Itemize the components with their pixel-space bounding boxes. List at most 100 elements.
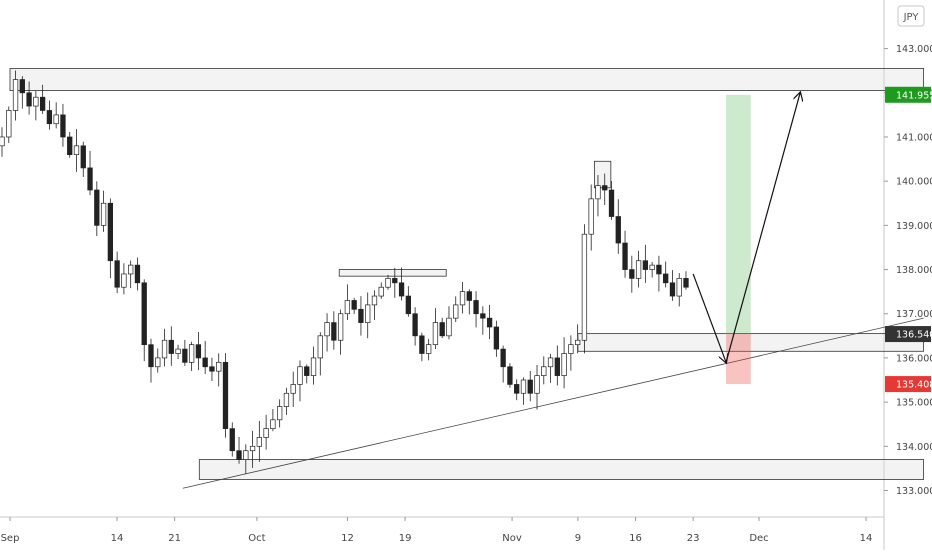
candle-body [527, 379, 533, 394]
candle-body [60, 114, 66, 138]
candle-body [46, 110, 53, 125]
candle-body [412, 313, 418, 337]
currency-label: JPY [903, 12, 920, 23]
price-badge-label: 141.955 [896, 90, 932, 101]
candle-body [500, 348, 506, 368]
candle-body [33, 96, 39, 107]
candle-body [331, 322, 337, 341]
candle-body [202, 357, 208, 368]
price-badge-label: 135.408 [896, 380, 932, 391]
resistance-zone [9, 68, 925, 91]
candle-body [216, 361, 222, 372]
candle-body [635, 260, 642, 279]
candle-body [439, 322, 445, 337]
candle-body [121, 273, 127, 288]
swing-high-marker [593, 160, 612, 189]
candle-body [304, 366, 310, 376]
low-support-zone [198, 459, 925, 480]
candle-body [595, 185, 601, 200]
candle-body [161, 339, 168, 359]
candle-body [39, 96, 46, 111]
candle-body [649, 264, 655, 270]
candle-body [87, 167, 93, 191]
candle-body [324, 322, 330, 337]
candle-body [134, 264, 141, 284]
candle-body [337, 313, 344, 341]
x-tick-label: 14 [111, 533, 124, 544]
candle-body [6, 110, 12, 138]
candle-body [608, 189, 615, 217]
candle-body [602, 185, 608, 191]
candle-body [534, 375, 540, 394]
candle-body [80, 145, 86, 169]
candle-body [256, 437, 262, 447]
candle-body [615, 216, 621, 244]
x-tick-label: Sep [1, 533, 20, 544]
candle-body [229, 428, 235, 452]
candle-body [419, 335, 425, 354]
candle-body [67, 136, 73, 156]
candle-body [263, 428, 269, 438]
candle-body [148, 344, 154, 368]
candle-body [283, 392, 290, 407]
candle-body [629, 269, 635, 279]
candle-body [385, 278, 391, 288]
candle-body [663, 273, 669, 284]
projection-up-arrow [725, 93, 800, 363]
y-tick-label: 137.000 [896, 309, 932, 320]
candle-body [574, 339, 581, 346]
candle-body [236, 450, 242, 460]
candle-body [405, 295, 411, 315]
profit-zone [726, 94, 751, 335]
candle-body [426, 344, 432, 354]
x-tick-label: 12 [341, 533, 354, 544]
candle-body [209, 366, 215, 372]
y-tick-label: 141.000 [896, 132, 932, 143]
candle-body [310, 357, 317, 376]
candle-body [561, 353, 567, 376]
candle-body [358, 308, 364, 323]
loss-zone [726, 334, 751, 385]
x-tick-label: 21 [168, 533, 181, 544]
candle-body [100, 202, 107, 226]
x-tick-label: Nov [502, 533, 522, 544]
candle-body [114, 260, 120, 288]
candle-body [656, 264, 662, 275]
candle-body [26, 92, 32, 107]
y-tick-label: 138.000 [896, 265, 932, 276]
trendline [182, 317, 924, 489]
candle-body [365, 304, 371, 323]
candle-body [568, 344, 574, 354]
candle-body [669, 282, 676, 297]
candle-body [270, 419, 276, 429]
candle-body [128, 264, 134, 275]
price-badge: 141.955 [885, 86, 932, 103]
candle-body [12, 79, 19, 111]
candle-body [188, 344, 195, 363]
x-tick-label: 16 [629, 533, 642, 544]
candle-body [676, 278, 682, 297]
projection-down-arrow [692, 273, 726, 362]
candle-body [290, 384, 296, 394]
x-tick-label: 23 [687, 533, 700, 544]
mid-resistance-zone [338, 269, 447, 277]
support-zone [577, 333, 925, 352]
candle-body [73, 145, 80, 156]
candle-body [480, 313, 486, 319]
candle-body [554, 357, 560, 376]
candle-body [473, 300, 479, 315]
y-tick-label: 143.000 [896, 44, 932, 55]
candle-body [588, 198, 594, 235]
currency-badge-box [897, 5, 925, 27]
candle-body [581, 233, 588, 341]
candle-body [277, 406, 283, 421]
candle-body [446, 317, 452, 337]
price-badge-box [885, 376, 931, 393]
candle-body [453, 304, 459, 319]
price-badge: 136.540 [885, 326, 932, 343]
candle-body [168, 339, 174, 354]
candle-body [507, 366, 513, 385]
candle-body [297, 366, 303, 385]
